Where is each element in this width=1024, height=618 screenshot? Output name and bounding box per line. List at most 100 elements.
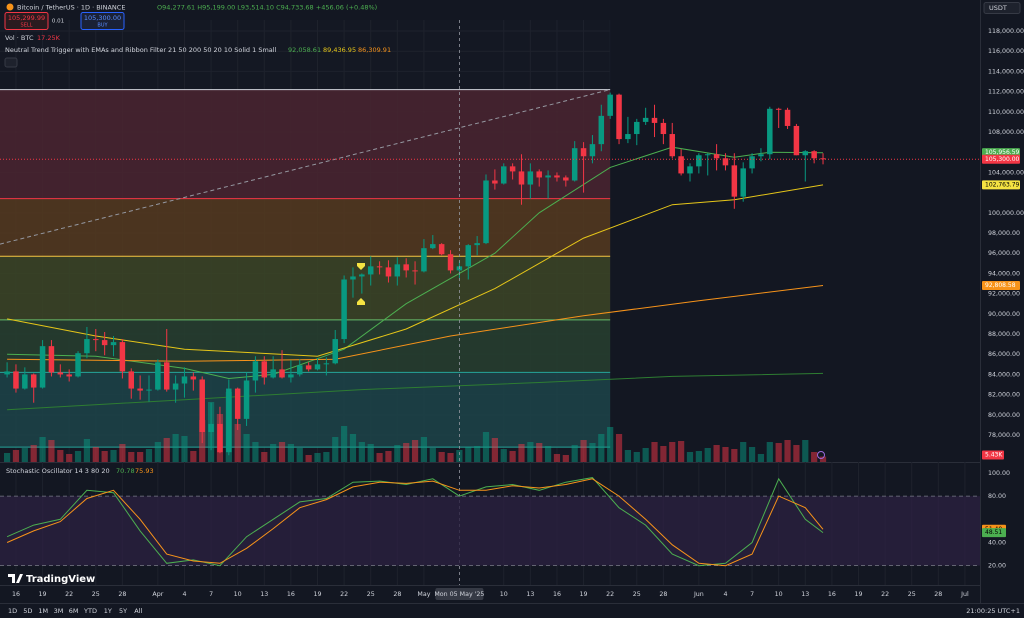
- volume-bar: [137, 452, 144, 462]
- x-tick-label: 16: [287, 591, 295, 598]
- volume-bar: [544, 446, 552, 462]
- y-tick-label: 82,000.00: [988, 392, 1020, 399]
- x-tick-label: 25: [92, 591, 100, 598]
- currency-button[interactable]: [983, 2, 1021, 14]
- plot: [0, 20, 980, 585]
- candle-body: [421, 248, 427, 272]
- volume-legend-value: 17.25K: [37, 34, 61, 42]
- volume-bar: [119, 444, 126, 462]
- volume-label: 5.43K: [985, 452, 1003, 459]
- candle-body: [536, 171, 542, 178]
- x-tick-label: Apr: [152, 591, 163, 598]
- range-button[interactable]: 1M: [38, 607, 48, 615]
- volume-bar: [793, 445, 800, 462]
- y-tick-label: 80,000.00: [988, 412, 1020, 419]
- volume-bar: [474, 446, 481, 462]
- volume-bar: [234, 424, 241, 462]
- range-button[interactable]: 1D: [8, 607, 17, 615]
- zone: [0, 256, 611, 320]
- volume-bar: [775, 443, 782, 462]
- candle-body: [128, 371, 135, 389]
- candle-body: [820, 158, 826, 160]
- collapse-button[interactable]: [4, 57, 18, 68]
- clock: 21:00:25 UTC+1: [966, 607, 1020, 615]
- volume-bar: [669, 442, 676, 462]
- range-button[interactable]: 1Y: [104, 607, 112, 615]
- bottom-toolbar: [0, 603, 1024, 618]
- candle-body: [483, 180, 489, 244]
- volume-bar: [766, 442, 773, 462]
- candle-body: [598, 115, 605, 145]
- zone: [0, 89, 611, 199]
- volume-bar: [21, 448, 28, 462]
- volume-bar: [358, 442, 365, 462]
- candle-body: [784, 109, 791, 126]
- indicator-value: 86,309.91: [358, 46, 391, 54]
- range-button[interactable]: 6M: [69, 607, 79, 615]
- volume-bar: [92, 447, 99, 462]
- y-tick-label: 118,000.00: [988, 28, 1024, 35]
- ma-line: [7, 146, 824, 380]
- volume-bar: [722, 447, 729, 462]
- candle-body: [199, 379, 205, 433]
- volume-bar: [491, 438, 498, 462]
- x-tick-label: 28: [118, 591, 126, 598]
- volume-label-bg: [982, 450, 1004, 460]
- volume-bar: [465, 447, 472, 462]
- volume-bar: [314, 453, 321, 462]
- range-button[interactable]: 5Y: [119, 607, 127, 615]
- sell-label: SELL: [21, 23, 33, 29]
- candle-body: [669, 134, 676, 157]
- candle-body: [802, 151, 809, 156]
- range-button[interactable]: 3M: [54, 607, 64, 615]
- x-tick-label: 10: [775, 591, 783, 598]
- x-tick-label: 10: [234, 591, 242, 598]
- volume-bar: [731, 449, 738, 462]
- y-tick-label: 104,000.00: [988, 169, 1024, 176]
- candle-body: [323, 363, 330, 365]
- x-tick-label: 10: [500, 591, 508, 598]
- ohlc: O94,277.61 H95,199.00 L93,514.10 C94,733…: [157, 4, 377, 12]
- volume-bar: [686, 452, 694, 462]
- candle-body: [651, 117, 658, 123]
- volume-bar: [252, 442, 259, 462]
- volume-bar: [571, 445, 578, 462]
- volume-bar: [704, 448, 711, 462]
- candle-body: [385, 267, 392, 277]
- x-tick-label: 25: [633, 591, 641, 598]
- volume-bar: [323, 452, 330, 462]
- volume-bar: [713, 445, 720, 462]
- volume-bar: [57, 450, 64, 462]
- volume-bar: [553, 454, 561, 462]
- candle-body: [625, 134, 631, 140]
- candle-body: [634, 121, 640, 135]
- crosshair-label: Mon 05 May '25: [434, 591, 484, 598]
- range-button[interactable]: YTD: [83, 607, 97, 615]
- y-tick-label: 78,000.00: [988, 432, 1020, 439]
- volume-bar: [101, 451, 108, 462]
- candle-body: [465, 245, 472, 267]
- x-tick-label: May: [417, 591, 430, 598]
- range-button[interactable]: All: [134, 607, 142, 615]
- currency: USDT: [989, 4, 1007, 12]
- x-tick-label: Jun: [693, 591, 704, 598]
- x-tick-label: Jul: [960, 591, 969, 598]
- volume-bar: [145, 449, 153, 462]
- indicator-legend: Neutral Trend Trigger with EMAs and Ribb…: [5, 46, 277, 54]
- candle-body: [713, 154, 720, 159]
- volume-bar: [633, 452, 640, 462]
- buy-label: BUY: [97, 23, 108, 29]
- y-tick-label: 116,000.00: [988, 48, 1024, 55]
- volume-bar: [447, 453, 454, 462]
- volume-bar: [811, 452, 818, 462]
- volume-bar: [562, 455, 569, 462]
- volume-bar: [376, 453, 383, 462]
- replay-icon[interactable]: [817, 451, 825, 459]
- sell-button[interactable]: [4, 12, 49, 30]
- candle-body: [447, 254, 454, 271]
- volume-bar: [181, 436, 188, 462]
- stoch-tick-label: 40.00: [988, 539, 1006, 546]
- volume-bar: [243, 434, 250, 462]
- buy-button[interactable]: [80, 12, 125, 30]
- range-button[interactable]: 5D: [23, 607, 32, 615]
